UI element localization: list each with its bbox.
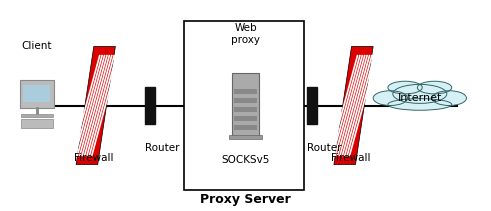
Bar [24,85,50,101]
Ellipse shape [432,91,466,106]
Bar [20,80,54,108]
Polygon shape [334,46,373,165]
Text: Router: Router [145,143,179,153]
Text: Firewall: Firewall [74,153,113,163]
Bar [232,73,259,136]
Bar [307,87,317,124]
Bar [184,21,304,190]
Bar [234,89,257,94]
Bar [234,116,257,121]
Bar [21,119,53,128]
Text: Proxy Server: Proxy Server [200,193,291,206]
Bar [234,98,257,103]
Text: Internet: Internet [398,93,442,103]
Ellipse shape [388,99,452,110]
Bar [229,135,262,139]
Ellipse shape [388,81,422,94]
Ellipse shape [417,81,452,94]
Text: Firewall: Firewall [331,153,371,163]
Bar [21,114,53,117]
Text: SOCKSv5: SOCKSv5 [221,155,270,165]
Bar [234,125,257,130]
Text: Client: Client [22,41,52,51]
Text: Web
proxy: Web proxy [231,23,260,45]
Ellipse shape [373,91,408,106]
Text: Router: Router [307,143,341,153]
Polygon shape [76,46,115,165]
Bar [234,107,257,112]
Bar [145,87,155,124]
Ellipse shape [393,84,447,103]
